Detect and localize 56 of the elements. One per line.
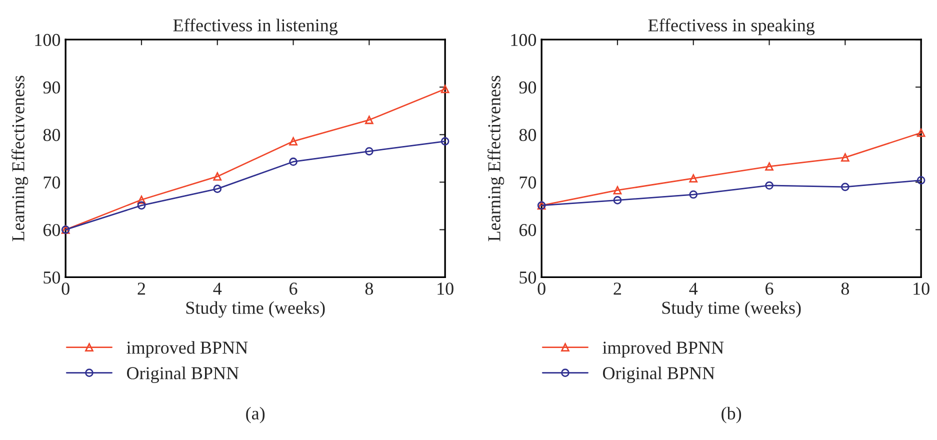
point: [213, 172, 222, 181]
y-tick-label: 50: [44, 271, 60, 284]
point: [289, 137, 298, 146]
point: [440, 137, 450, 146]
point: [841, 182, 850, 192]
point: [213, 184, 222, 193]
point: [289, 158, 298, 166]
legend-label: improved BPNN: [126, 341, 248, 358]
x-tick-label: 2: [614, 282, 621, 295]
legend-label: Original BPNN: [602, 366, 715, 384]
legend-label: improved BPNN: [602, 341, 724, 358]
x-tick-label: 2: [138, 282, 146, 295]
point: [841, 153, 850, 162]
point: [689, 190, 698, 199]
y-tick-label: 50: [520, 271, 536, 284]
text: (b): [722, 406, 742, 424]
point: [689, 174, 698, 183]
y-tick-label: 90: [43, 81, 60, 94]
x-tick-label: 0: [538, 282, 546, 295]
y-tick-label: 80: [519, 128, 536, 142]
x-tick-label: 6: [766, 282, 774, 295]
y-tick-label: 60: [519, 224, 536, 236]
x-tick-label: 4: [689, 282, 698, 295]
point: [916, 176, 926, 184]
legend-label: Original BPNN: [126, 366, 239, 384]
point: [365, 116, 374, 124]
y-tick-label: 60: [43, 224, 60, 236]
y-tick-label: 70: [44, 176, 60, 189]
y-tick-label: 100: [511, 34, 536, 46]
x-tick-label: 6: [290, 282, 298, 295]
point: [613, 186, 622, 194]
point: [137, 196, 146, 204]
x-tick-label: 10: [438, 282, 454, 295]
y-axis-title: Learning Effectiveness: [11, 76, 28, 242]
chart-title: Effectivess in listening: [173, 18, 338, 36]
point: [916, 128, 926, 137]
point: [365, 147, 374, 156]
y-tick-label: 80: [43, 128, 60, 142]
x-tick-label: 4: [213, 282, 222, 295]
x-axis-title: Study time (weeks): [186, 301, 325, 318]
point: [765, 162, 774, 171]
point: [440, 84, 450, 94]
point: [765, 181, 774, 190]
x-tick-label: 8: [841, 282, 849, 295]
point: [137, 201, 146, 210]
y-tick-label: 90: [519, 81, 536, 94]
y-axis-title: Learning Effectiveness: [487, 76, 504, 242]
point: [613, 196, 622, 204]
y-tick-label: 70: [520, 176, 536, 189]
chart-title: Effectivess in speaking: [648, 18, 815, 36]
x-tick-label: 0: [62, 282, 70, 295]
x-tick-label: 10: [914, 282, 930, 295]
x-tick-label: 8: [365, 282, 374, 295]
y-tick-label: 100: [35, 34, 60, 46]
x-axis-title: Study time (weeks): [662, 301, 801, 318]
text: (a): [246, 406, 265, 424]
